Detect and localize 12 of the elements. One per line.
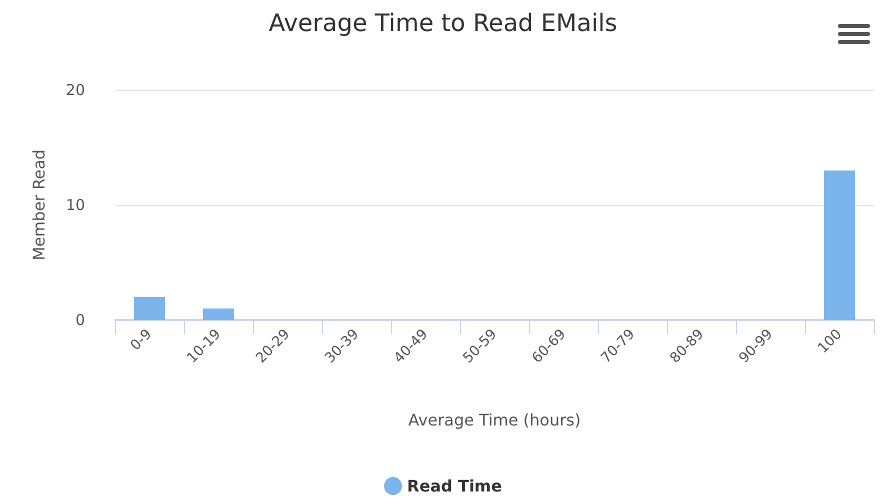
x-tick-label: 100 bbox=[814, 326, 846, 357]
bar bbox=[824, 170, 856, 320]
y-axis-title: Member Read bbox=[30, 149, 48, 261]
x-axis-title: Average Time (hours) bbox=[408, 410, 581, 430]
y-tick-label: 10 bbox=[66, 196, 85, 214]
legend-label: Read Time bbox=[407, 476, 502, 496]
bar bbox=[202, 308, 234, 320]
y-tick-label: 20 bbox=[66, 81, 85, 99]
x-tick-label: 0-9 bbox=[128, 326, 156, 354]
bar bbox=[134, 297, 166, 320]
chart-title: Average Time to Read EMails bbox=[268, 9, 618, 37]
y-tick-label: 0 bbox=[75, 311, 85, 329]
